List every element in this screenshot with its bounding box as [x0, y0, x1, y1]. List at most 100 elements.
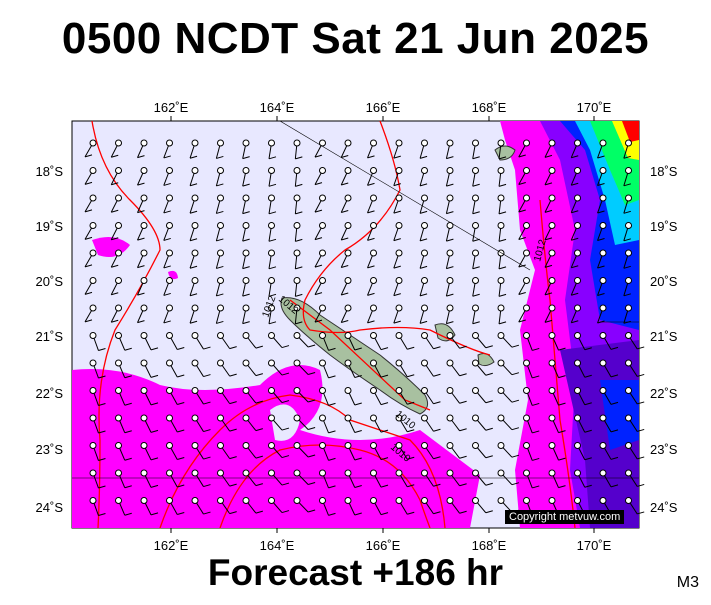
- wind-barb-feather: [380, 402, 389, 406]
- wind-station-dot: [497, 332, 505, 339]
- wind-barb-feather: [571, 155, 579, 159]
- wind-barb-feather: [511, 399, 520, 403]
- wind-barb-feather: [163, 320, 171, 324]
- wind-barb-feather: [544, 182, 553, 186]
- wind-barb-feather: [597, 238, 605, 242]
- wind-station-dot: [191, 469, 199, 477]
- wind-barb-feather: [380, 457, 389, 461]
- wind-barb-feather: [328, 512, 336, 516]
- wind-station-dot: [421, 414, 428, 422]
- wind-barb-feather: [111, 292, 119, 296]
- forecast-title: 0500 NCDT Sat 21 Jun 2025: [61, 14, 650, 63]
- wind-barb-feather: [367, 210, 375, 214]
- wind-barb-feather: [623, 265, 631, 269]
- wind-barb-feather: [281, 455, 290, 459]
- wind-station-dot: [191, 359, 199, 367]
- wind-station-dot: [217, 277, 224, 284]
- wind-barb-feather: [393, 293, 401, 297]
- lon-labels-top: 162˚E 164˚E 166˚E 168˚E 170˚E: [154, 100, 612, 115]
- wind-barb-feather: [610, 346, 619, 350]
- wind-barb-feather: [295, 183, 303, 187]
- wind-station-dot: [421, 304, 428, 312]
- wind-barb-feather: [380, 484, 389, 488]
- wind-barb-feather: [137, 320, 145, 324]
- wind-station-dot: [268, 249, 275, 257]
- wind-barb-feather: [597, 155, 605, 159]
- wind-barb-feather: [255, 510, 263, 514]
- wind-station-dot: [599, 469, 607, 477]
- wind-station-dot: [268, 167, 275, 174]
- wind-barb-feather: [229, 483, 237, 487]
- wind-station-dot: [344, 469, 352, 477]
- wind-barb-feather: [163, 292, 171, 296]
- wind-station-dot: [395, 222, 403, 229]
- wind-station-dot: [217, 332, 224, 339]
- wind-barb-feather: [367, 320, 375, 324]
- wind-station-dot: [191, 249, 199, 257]
- wind-barb-feather: [124, 430, 132, 434]
- wind-station-dot: [268, 497, 275, 504]
- wind-barb-feather: [380, 512, 389, 516]
- wind-barb-feather: [637, 456, 645, 460]
- wind-station-dot: [268, 194, 275, 202]
- wind-station-dot: [472, 497, 479, 504]
- wind-barb-feather: [216, 155, 224, 159]
- wind-barb-feather: [393, 265, 401, 269]
- wind-barb-feather: [84, 154, 93, 158]
- wind-barb-feather: [518, 264, 526, 268]
- wind-station-dot: [421, 222, 428, 229]
- wind-station-dot: [446, 359, 454, 367]
- wind-barb-feather: [229, 346, 237, 350]
- wind-station-dot: [217, 414, 224, 422]
- wind-barb-feather: [268, 211, 277, 215]
- lat-tick-label: 24˚S: [650, 500, 678, 515]
- wind-station-dot: [242, 277, 250, 284]
- wind-barb-feather: [380, 429, 389, 433]
- wind-station-dot: [166, 139, 173, 147]
- wind-barb-feather: [518, 209, 526, 213]
- wind-station-dot: [548, 387, 556, 394]
- wind-station-dot: [523, 497, 530, 504]
- wind-barb-feather: [571, 210, 579, 214]
- wind-station-dot: [319, 249, 326, 257]
- wind-barb-feather: [419, 210, 428, 214]
- wind-station-dot: [140, 442, 148, 449]
- wind-station-dot: [599, 442, 607, 449]
- wind-barb-feather: [98, 485, 106, 489]
- wind-station-dot: [191, 167, 199, 174]
- wind-station-dot: [242, 332, 250, 339]
- wind-barb-feather: [610, 374, 619, 378]
- wind-barb-feather: [255, 400, 263, 404]
- wind-station-dot: [115, 332, 122, 339]
- wind-station-dot: [268, 387, 275, 394]
- wind-station-dot: [242, 469, 250, 477]
- wind-station-dot: [293, 442, 301, 449]
- wind-barb-feather: [341, 292, 349, 296]
- wind-station-dot: [191, 414, 199, 422]
- wind-barb-feather: [597, 183, 605, 187]
- wind-station-dot: [242, 167, 250, 174]
- wind-station-dot: [319, 387, 326, 394]
- wind-station-dot: [497, 359, 505, 367]
- wind-barb-feather: [407, 346, 415, 350]
- wind-station-dot: [140, 194, 148, 202]
- wind-station-dot: [548, 414, 556, 422]
- wind-barb-feather: [150, 374, 159, 378]
- wind-barb-feather: [314, 319, 323, 323]
- wind-barb-feather: [433, 373, 441, 377]
- wind-station-dot: [370, 194, 377, 202]
- wind-station-dot: [497, 167, 505, 174]
- wind-station-dot: [625, 222, 632, 229]
- wind-station-dot: [395, 332, 403, 339]
- wind-barb-feather: [446, 293, 454, 297]
- wind-station-dot: [370, 167, 377, 174]
- wind-station-dot: [115, 249, 122, 257]
- wind-barb-feather: [281, 400, 290, 404]
- wind-station-dot: [115, 469, 122, 477]
- wind-barb-feather: [354, 402, 362, 406]
- wind-barb-feather: [328, 457, 336, 461]
- wind-barb-feather: [124, 512, 132, 516]
- wind-barb-feather: [111, 209, 119, 213]
- wind-barb-feather: [124, 457, 132, 461]
- wind-barb-feather: [242, 238, 250, 242]
